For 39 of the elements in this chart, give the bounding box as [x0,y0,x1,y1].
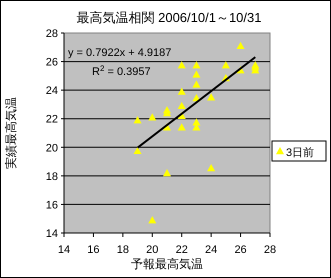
x-tick-label: 16 [87,244,100,256]
x-tick-label: 14 [58,244,70,256]
x-tick-label: 18 [116,244,129,256]
x-tick-label: 24 [205,244,218,256]
legend-label: 3日前 [286,147,314,159]
y-tick-label: 22 [46,114,58,126]
point [178,88,186,95]
y-tick-label: 20 [46,142,58,154]
point [192,118,200,126]
point [148,216,156,224]
point [163,169,171,176]
point [207,164,216,172]
point [148,113,156,120]
x-axis-title: 予報最高気温 [131,257,203,271]
y-axis-title: 実績最高気温 [4,97,18,169]
y-tick-label: 16 [46,199,58,212]
x-tick-label: 28 [264,244,276,256]
x-tick-label: 22 [176,244,188,256]
y-tick-label: 14 [46,228,58,240]
y-tick-label: 18 [46,170,58,183]
point [178,123,186,130]
x-tick-label: 26 [234,244,247,256]
annotation: R$^{2}$ = 0.3957 [92,64,151,78]
point [178,61,186,68]
point [192,80,200,88]
annotation: y = 0.7922x + 4.9187 [68,47,172,59]
point [192,61,200,68]
x-tick-label: 20 [146,244,158,256]
y-tick-label: 26 [46,56,58,69]
point [222,61,230,68]
point [192,70,200,78]
y-tick-label: 24 [46,85,58,98]
point [207,93,216,100]
point [236,42,245,50]
y-tick-label: 28 [46,28,58,40]
point [178,102,186,110]
point [134,116,142,124]
point [134,146,142,154]
chart-title: 最高気温相関 2006/10/1～10/31 [76,10,262,25]
